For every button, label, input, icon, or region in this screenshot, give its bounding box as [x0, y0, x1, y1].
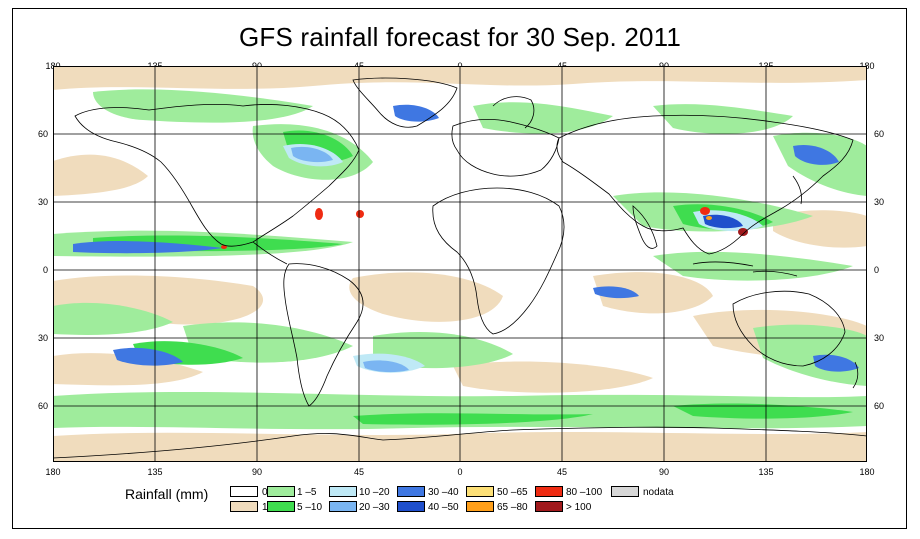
left-tick: 0 — [42, 265, 48, 275]
legend-label: 40 –50 — [428, 502, 459, 513]
legend-label: 80 –100 — [566, 487, 603, 498]
legend-swatch — [611, 486, 639, 497]
bottom-tick: 135 — [147, 467, 163, 477]
map-title: GFS rainfall forecast for 30 Sep. 2011 — [238, 22, 682, 52]
graticule — [53, 66, 867, 462]
legend-title: Rainfall (mm) — [125, 486, 209, 502]
legend-swatch — [329, 486, 357, 497]
legend-label: 1 –5 — [297, 487, 317, 498]
legend-swatch — [466, 486, 494, 497]
left-tick: 60 — [37, 401, 48, 411]
right-tick: 60 — [874, 129, 885, 139]
left-tick: 30 — [37, 197, 48, 207]
legend-swatch — [230, 486, 258, 497]
legend-label: nodata — [643, 487, 674, 498]
figure-frame — [12, 8, 907, 529]
legend-label: > 100 — [566, 502, 592, 513]
legend-label: 30 –40 — [428, 487, 459, 498]
bottom-tick: 180 — [859, 467, 875, 477]
right-tick: 60 — [874, 401, 885, 411]
right-tick: 30 — [874, 197, 885, 207]
rain-blue-areas — [73, 104, 859, 373]
bottom-tick: 180 — [45, 467, 61, 477]
bottom-tick: 45 — [353, 467, 365, 477]
legend-label: 0 — [262, 487, 268, 498]
legend-swatch — [535, 486, 563, 497]
rainfall-map — [53, 66, 867, 462]
legend-swatch — [267, 486, 295, 497]
bottom-tick: 90 — [658, 467, 670, 477]
left-tick: 60 — [37, 129, 48, 139]
bottom-tick: 45 — [556, 467, 568, 477]
legend-swatch — [397, 501, 425, 512]
bottom-tick: 135 — [758, 467, 774, 477]
legend-label: 10 –20 — [359, 487, 390, 498]
rain-red-spots — [221, 207, 748, 249]
legend-label: 5 –10 — [297, 502, 323, 513]
legend-swatch — [267, 501, 295, 512]
legend-swatch — [329, 501, 357, 512]
left-tick: 30 — [37, 333, 48, 343]
legend-swatch — [466, 501, 494, 512]
legend-swatch — [397, 486, 425, 497]
right-tick: 0 — [874, 265, 880, 275]
right-tick: 30 — [874, 333, 885, 343]
legend-label: 50 –65 — [497, 487, 528, 498]
legend-label: 20 –30 — [359, 502, 390, 513]
top-tick: 180 — [859, 61, 875, 71]
bottom-tick: 0 — [457, 467, 463, 477]
legend-label: 65 –80 — [497, 502, 528, 513]
legend-swatch — [535, 501, 563, 512]
continent-outlines — [53, 77, 867, 459]
bottom-tick: 90 — [251, 467, 263, 477]
legend-swatch — [230, 501, 258, 512]
legend-label: 1 — [262, 502, 268, 513]
